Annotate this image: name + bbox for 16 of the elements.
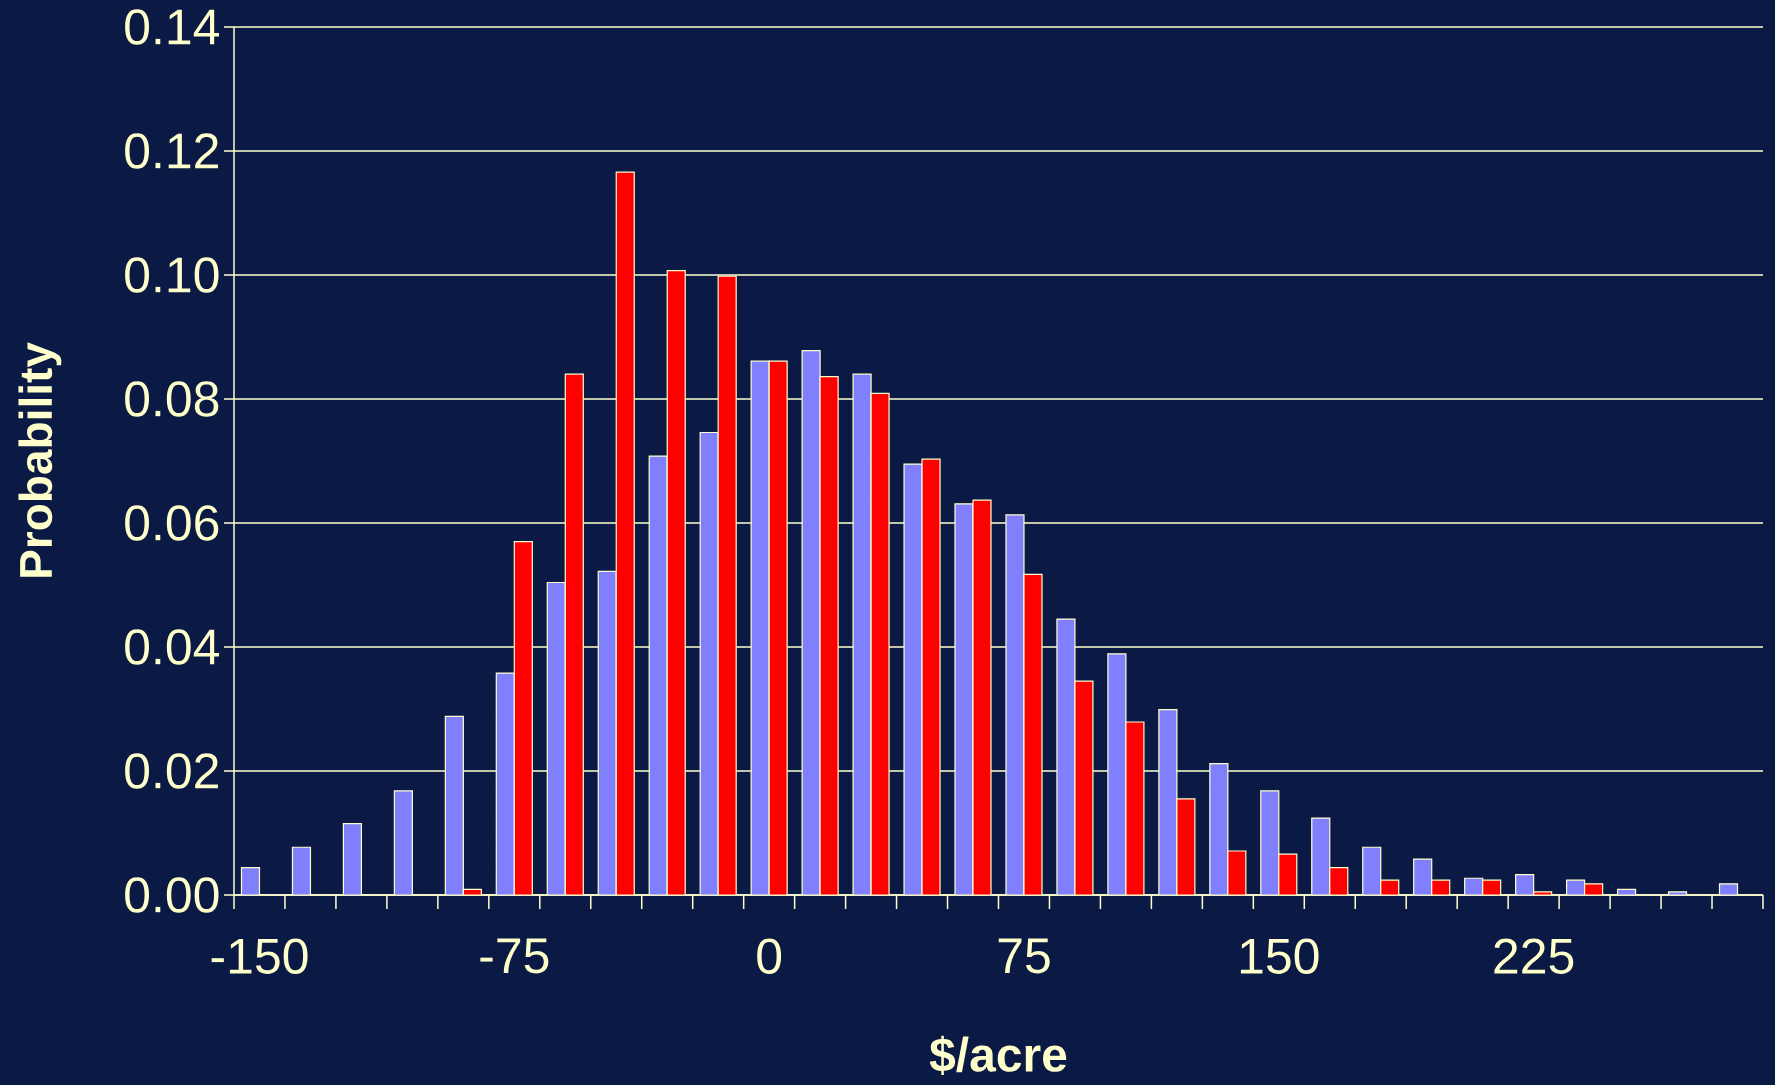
y-tick-label: 0.06 (125, 505, 219, 541)
y-tick-label: 0.08 (125, 381, 219, 417)
y-tick-label: 0.02 (125, 753, 218, 789)
y-tick-label: 0.14 (125, 9, 220, 45)
y-tick-label: 0.04 (125, 629, 220, 665)
x-axis-title: $/acre (929, 1035, 1067, 1075)
y-axis-title: Probability (18, 342, 62, 577)
x-tick-label: -75 (480, 938, 549, 974)
y-tick-label: 0.10 (125, 257, 219, 293)
y-tick-label: 0.00 (125, 877, 219, 913)
x-tick-label: 0 (757, 938, 782, 974)
x-tick-label: -150 (211, 938, 308, 974)
y-tick-label: 0.12 (125, 133, 218, 169)
x-tick-label: 225 (1494, 938, 1574, 974)
x-tick-label: 75 (998, 938, 1050, 974)
x-tick-label: 150 (1240, 938, 1319, 974)
